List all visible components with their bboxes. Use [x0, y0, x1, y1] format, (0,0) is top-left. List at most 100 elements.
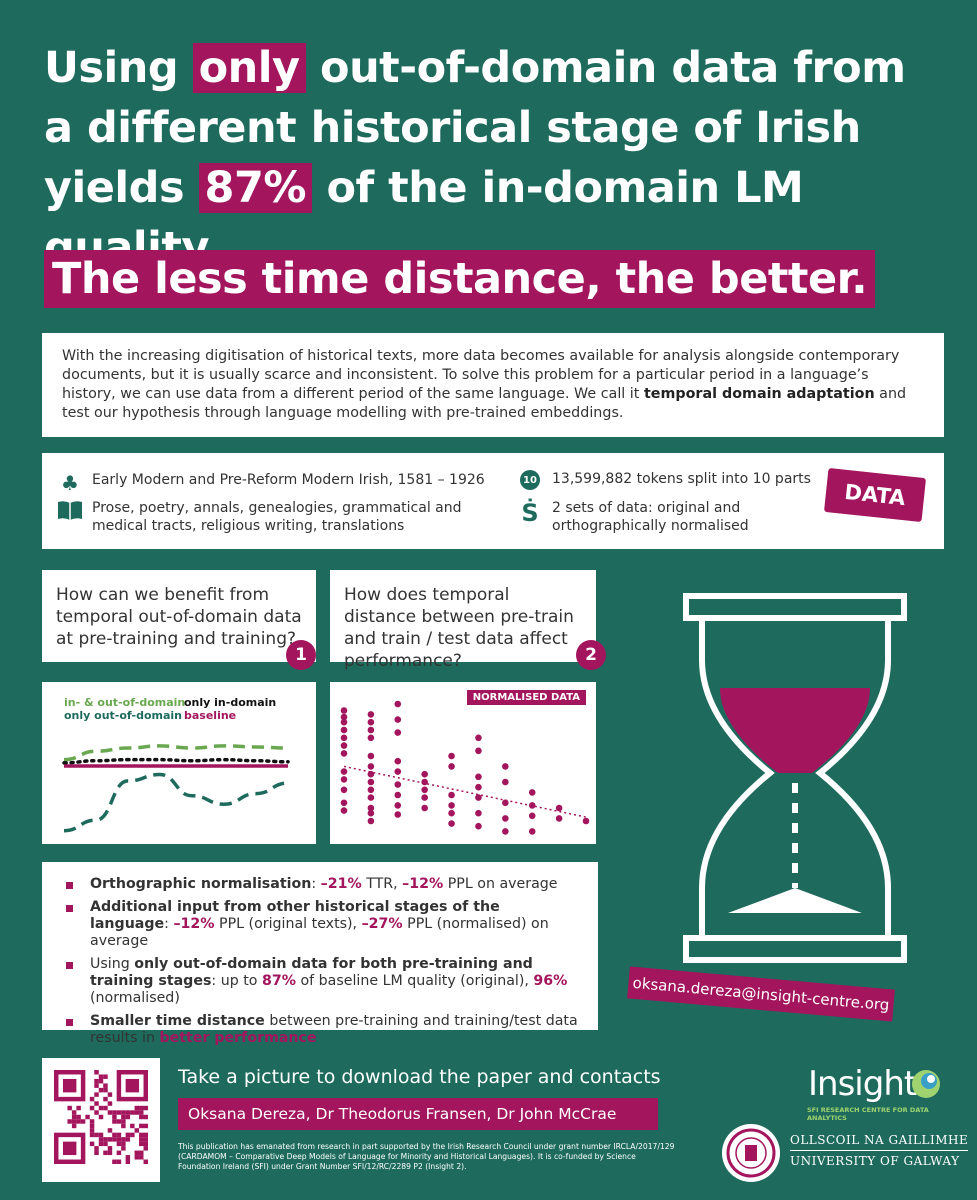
scatter-point	[475, 773, 482, 781]
scatter-point	[448, 752, 455, 760]
scatter-point	[475, 822, 482, 830]
question-2-panel: How does temporal distance between pre-t…	[330, 570, 596, 671]
scatter-point	[421, 786, 428, 794]
headline-highlight-percent: 87%	[198, 163, 312, 213]
sets-row: Ṡ 2 sets of data: original and orthograp…	[516, 499, 796, 535]
scatter-point	[502, 799, 509, 807]
subtitle: The less time distance, the better.	[44, 250, 876, 308]
scatter-point	[340, 734, 348, 742]
scatter-point	[582, 817, 590, 825]
scatter-point	[475, 783, 482, 791]
scatter-point	[528, 789, 536, 796]
result-b: Smaller time distance	[90, 1013, 265, 1029]
genres-text: Prose, poetry, annals, genealogies, gram…	[92, 500, 462, 534]
period-text: Early Modern and Pre-Reform Modern Irish…	[92, 472, 485, 488]
scatter-point	[448, 763, 455, 770]
scatter-point	[394, 781, 402, 788]
series-line-only-in-domain	[62, 757, 290, 765]
result-item: Orthographic normalisation: –21% TTR, –1…	[66, 876, 582, 893]
genres-row: Prose, poetry, annals, genealogies, gram…	[56, 499, 506, 535]
scatter-point	[340, 750, 348, 757]
data-banner: DATA	[823, 467, 927, 523]
scatter-point	[394, 791, 402, 799]
shamrock-icon: ♣	[61, 471, 79, 495]
scatter-point	[340, 807, 348, 814]
data-info-panel: ♣ Early Modern and Pre-Reform Modern Iri…	[42, 453, 944, 549]
result-t2: of baseline LM quality (original),	[295, 973, 534, 989]
tokens-row: 10 13,599,882 tokens split into 10 parts	[516, 470, 811, 490]
authors-bar: Oksana Dereza, Dr Theodorus Fransen, Dr …	[178, 1098, 658, 1130]
scatter-point	[394, 757, 402, 765]
question-2-number: 2	[576, 640, 606, 670]
result-b: Orthographic normalisation	[90, 876, 312, 892]
intro-text-1: With the increasing digitisation of hist…	[62, 348, 900, 402]
result-t3: PPL on average	[443, 876, 558, 892]
scatter-point	[394, 811, 402, 818]
result-t2: PPL (original texts),	[214, 916, 362, 932]
scatter-point	[448, 802, 455, 809]
scatter-point	[394, 802, 402, 809]
scatter-point	[528, 812, 536, 820]
result-b: Additional input from other historical s…	[90, 899, 500, 932]
scatter-point	[448, 791, 455, 799]
university-name: OLLSCOIL NA GAILLIMHE UNIVERSITY OF GALW…	[790, 1130, 969, 1171]
qr-code-icon[interactable]	[54, 1070, 148, 1170]
scatter-point	[340, 786, 348, 794]
scatter-point	[340, 768, 348, 775]
result-t0: Using	[90, 956, 135, 972]
legend-only-out-domain: only out-of-domain	[64, 709, 183, 722]
scatter-point	[502, 778, 509, 786]
insight-logo: Insight	[808, 1064, 917, 1104]
result-t1: : up to	[211, 973, 262, 989]
results-panel: Orthographic normalisation: –21% TTR, –1…	[42, 862, 598, 1046]
insight-subtitle: SFI RESEARCH CENTRE FOR DATA ANALYTICS	[807, 1106, 929, 1122]
hourglass-icon	[683, 593, 907, 963]
scatter-point	[340, 707, 348, 714]
result-item: Smaller time distance between pre-traini…	[66, 1013, 582, 1047]
scatter-point	[340, 726, 348, 734]
scatter-point	[421, 794, 428, 801]
result-m2: 96%	[533, 973, 568, 989]
line-chart-panel: in- & out-of-domain only out-of-domain o…	[42, 682, 316, 844]
scatter-point	[502, 815, 509, 822]
headline-part1: Using	[44, 43, 193, 93]
email-label[interactable]: oksana.dereza@insight-centre.org	[627, 966, 895, 1022]
scatter-point	[367, 786, 375, 794]
scatter-point	[475, 734, 482, 742]
ten-parts-icon: 10	[520, 470, 540, 490]
scatter-point	[367, 809, 375, 817]
intro-panel: With the increasing digitisation of hist…	[42, 333, 944, 437]
series-line-only-out-of-domain	[63, 772, 289, 833]
intro-bold-term: temporal domain adaptation	[643, 386, 875, 402]
scatter-point	[367, 718, 375, 726]
scatter-point	[367, 734, 375, 742]
scatter-point	[340, 742, 348, 749]
intro-text-2: and test our hypothesis through language…	[62, 386, 907, 421]
book-icon	[56, 499, 84, 521]
scatter-point	[555, 815, 563, 822]
result-m2: –27%	[361, 916, 403, 932]
period-row: ♣ Early Modern and Pre-Reform Modern Iri…	[56, 471, 485, 495]
question-1-text: How can we benefit from temporal out-of-…	[56, 585, 302, 649]
series-line-in-out-of-domain	[63, 744, 289, 762]
question-1-panel: How can we benefit from temporal out-of-…	[42, 570, 316, 662]
scatter-point	[367, 770, 375, 778]
result-t3: PPL (normalised) on average	[90, 916, 549, 949]
scatter-chart-panel: NORMALISED DATA	[330, 682, 596, 844]
scatter-point	[367, 794, 375, 801]
scatter-point	[367, 726, 375, 734]
result-t2: TTR,	[361, 876, 403, 892]
insight-globe-icon	[912, 1070, 940, 1098]
scatter-point	[475, 809, 482, 817]
scatter-point	[421, 804, 428, 812]
sets-text: 2 sets of data: original and orthographi…	[552, 500, 749, 534]
scatter-point	[394, 729, 402, 736]
take-picture-text: Take a picture to download the paper and…	[178, 1066, 661, 1088]
question-1-number: 1	[286, 640, 316, 670]
scatter-point	[448, 809, 455, 817]
university-name-irish: OLLSCOIL NA GAILLIMHE	[790, 1133, 969, 1147]
scatter-point	[394, 700, 402, 708]
scatter-chart	[340, 700, 590, 835]
scatter-point	[340, 718, 348, 726]
result-m1: 87%	[261, 973, 296, 989]
